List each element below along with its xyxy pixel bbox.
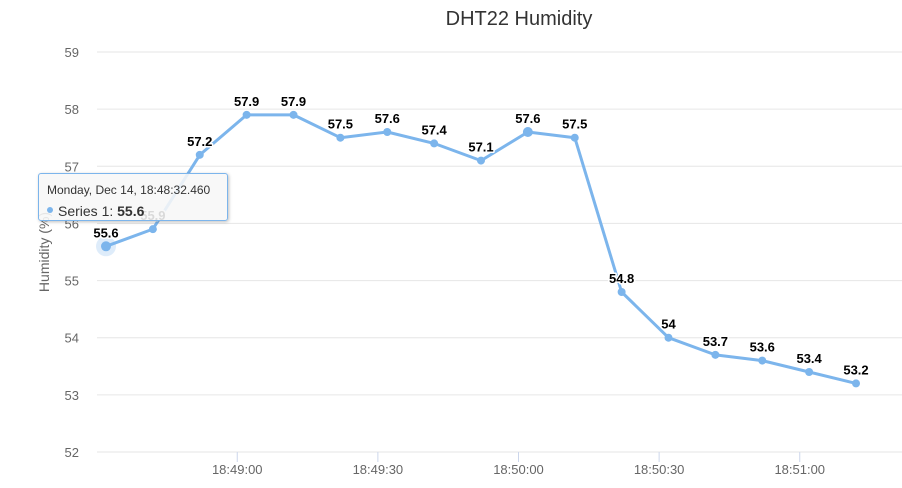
data-labels: 55.655.957.257.957.957.557.657.457.157.6… bbox=[92, 92, 870, 379]
series-line bbox=[104, 113, 858, 385]
tooltip-value: 55.6 bbox=[117, 203, 145, 219]
data-point bbox=[477, 156, 485, 165]
y-tick-label: 52 bbox=[65, 445, 79, 460]
data-label: 57.4 bbox=[421, 122, 447, 137]
y-tick-label: 53 bbox=[65, 388, 79, 403]
tooltip-header: Monday, Dec 14, 18:48:32.460 bbox=[47, 183, 211, 197]
y-tick-label: 57 bbox=[65, 159, 79, 174]
data-label: 53.4 bbox=[796, 351, 822, 366]
data-point bbox=[758, 356, 767, 365]
data-point bbox=[336, 133, 345, 142]
x-tick-label: 18:49:00 bbox=[212, 462, 263, 477]
grid-lines bbox=[97, 51, 902, 453]
data-label: 53.7 bbox=[703, 334, 728, 349]
chart-title: DHT22 Humidity bbox=[446, 8, 593, 30]
y-tick-label: 55 bbox=[65, 274, 79, 289]
data-label: 57.9 bbox=[281, 94, 306, 109]
data-point bbox=[289, 110, 298, 119]
data-label: 53.2 bbox=[843, 362, 868, 377]
data-label: 57.5 bbox=[328, 117, 353, 132]
data-point bbox=[570, 133, 579, 142]
data-point bbox=[805, 368, 814, 376]
data-label: 53.6 bbox=[750, 340, 775, 355]
y-tick-label: 59 bbox=[65, 45, 79, 60]
x-axis-ticks: 18:49:00 18:49:30 18:50:00 18:50:30 18:51:00 bbox=[212, 452, 825, 477]
data-label: 57.5 bbox=[562, 117, 587, 132]
data-label: 57.6 bbox=[375, 111, 400, 126]
tooltip-row: Series 1: 55.6 bbox=[47, 203, 219, 219]
x-tick-label: 18:51:00 bbox=[774, 462, 825, 477]
y-tick-label: 54 bbox=[65, 331, 79, 346]
data-label: 54 bbox=[661, 317, 676, 332]
tooltip: Monday, Dec 14, 18:48:32.460 Series 1: 5… bbox=[38, 173, 228, 221]
data-point bbox=[664, 333, 673, 342]
data-label: 55.6 bbox=[93, 225, 118, 240]
x-tick-label: 18:50:30 bbox=[634, 462, 685, 477]
x-tick-label: 18:49:30 bbox=[353, 462, 404, 477]
series-dot-icon bbox=[47, 207, 53, 214]
data-point bbox=[852, 379, 860, 388]
x-tick-label: 18:50:00 bbox=[493, 462, 544, 477]
data-point bbox=[430, 139, 439, 148]
data-point bbox=[101, 241, 111, 252]
data-label: 57.9 bbox=[234, 94, 259, 109]
data-point bbox=[242, 110, 251, 119]
data-point bbox=[711, 350, 720, 359]
data-point bbox=[617, 288, 626, 296]
data-label: 57.2 bbox=[187, 134, 212, 149]
data-label: 57.6 bbox=[515, 111, 540, 126]
data-point bbox=[195, 150, 204, 159]
series-1[interactable] bbox=[96, 110, 860, 388]
y-axis-title: Humidity (%) bbox=[36, 212, 52, 292]
data-label: 57.1 bbox=[468, 140, 493, 155]
data-point bbox=[383, 128, 392, 136]
data-label: 54.8 bbox=[609, 271, 634, 286]
data-point bbox=[522, 127, 533, 137]
tooltip-series-label: Series 1: bbox=[58, 203, 118, 219]
y-tick-label: 58 bbox=[65, 102, 79, 117]
data-point bbox=[148, 225, 157, 234]
